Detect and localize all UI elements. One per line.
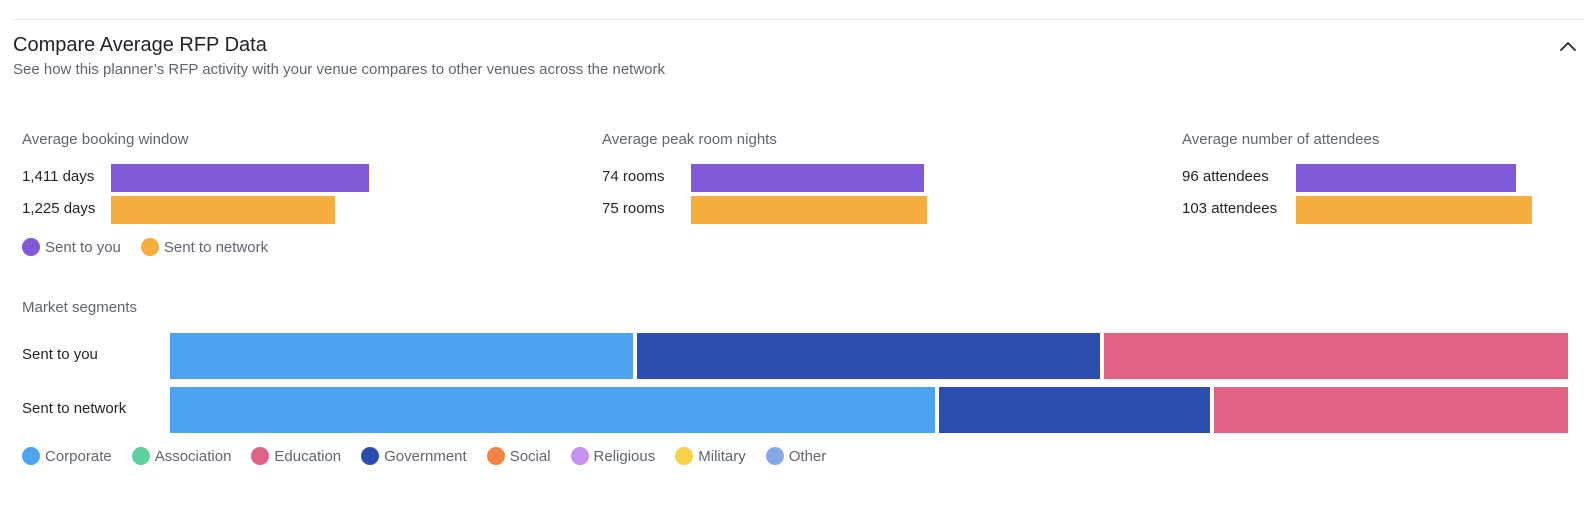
market-segments-title: Market segments (22, 299, 138, 316)
value-label-you: 74 rooms (602, 168, 665, 185)
panel-subtitle: See how this planner’s RFP activity with… (13, 61, 665, 78)
segment-corporate (170, 333, 633, 379)
segment-government (939, 387, 1210, 433)
legend-label: Other (788, 447, 827, 465)
value-label-you: 96 attendees (1182, 168, 1269, 185)
bar-sent-to-network (691, 196, 927, 224)
segment-government (637, 333, 1100, 379)
legend-label: Sent to you (45, 238, 121, 256)
segments-legend: Corporate Association Education Government S… (22, 447, 846, 465)
legend-item-education: Education (251, 447, 341, 465)
metric-label: Average booking window (22, 131, 189, 148)
collapse-button[interactable] (1556, 36, 1580, 56)
metric-attendees: Average number of attendees 96 attendees… (1182, 131, 1582, 271)
legend-swatch (251, 447, 270, 465)
legend-label: Social (509, 447, 551, 465)
legend-swatch (131, 447, 150, 465)
legend-item-social: Social (486, 447, 551, 465)
segment-education (1214, 387, 1568, 433)
segment-education (1104, 333, 1568, 379)
value-label-you: 1,411 days (22, 168, 95, 185)
legend-label: Military (698, 447, 746, 465)
chevron-up-icon (1556, 36, 1580, 56)
legend-label: Sent to network (163, 238, 269, 256)
legend-swatch (361, 447, 380, 465)
legend-item-government: Government (361, 447, 467, 465)
segment-row-label-network: Sent to network (22, 400, 127, 417)
value-label-network: 75 rooms (602, 200, 665, 217)
legend-label: Corporate (45, 447, 112, 465)
metric-label: Average peak room nights (602, 131, 777, 148)
legend-item-military: Military (675, 447, 746, 465)
segment-bar-sent-to-network (170, 387, 1568, 433)
legend-item-sent-to-network: Sent to network (140, 238, 269, 256)
legend-swatch (675, 447, 694, 465)
bar-sent-to-you (691, 164, 924, 192)
legend-swatch (570, 447, 589, 465)
top-divider (13, 19, 1583, 20)
legend-swatch (486, 447, 505, 465)
legend-swatch (140, 238, 159, 256)
legend-item-association: Association (131, 447, 232, 465)
value-label-network: 103 attendees (1182, 200, 1278, 217)
panel-title: Compare Average RFP Data (13, 34, 267, 56)
legend-label: Association (154, 447, 232, 465)
legend-item-corporate: Corporate (22, 447, 112, 465)
rfp-legend: Sent to you Sent to network (22, 238, 288, 256)
legend-item-other: Other (765, 447, 827, 465)
legend-item-religious: Religious (570, 447, 656, 465)
segment-corporate (170, 387, 935, 433)
segment-row-label-you: Sent to you (22, 346, 98, 363)
segment-bar-sent-to-you (170, 333, 1568, 379)
legend-item-sent-to-you: Sent to you (22, 238, 121, 256)
value-label-network: 1,225 days (22, 200, 96, 217)
legend-swatch (765, 447, 784, 465)
legend-label: Religious (593, 447, 656, 465)
bar-sent-to-network (111, 196, 335, 224)
metric-peak-room-nights: Average peak room nights 74 rooms 75 roo… (602, 131, 1162, 271)
legend-swatch (22, 238, 40, 256)
legend-swatch (22, 447, 40, 465)
bar-sent-to-you (111, 164, 369, 192)
legend-label: Education (274, 447, 342, 465)
bar-sent-to-network (1296, 196, 1532, 224)
metric-booking-window: Average booking window 1,411 days 1,225 … (22, 131, 582, 271)
legend-label: Government (384, 447, 467, 465)
bar-sent-to-you (1296, 164, 1516, 192)
metric-label: Average number of attendees (1182, 131, 1380, 148)
